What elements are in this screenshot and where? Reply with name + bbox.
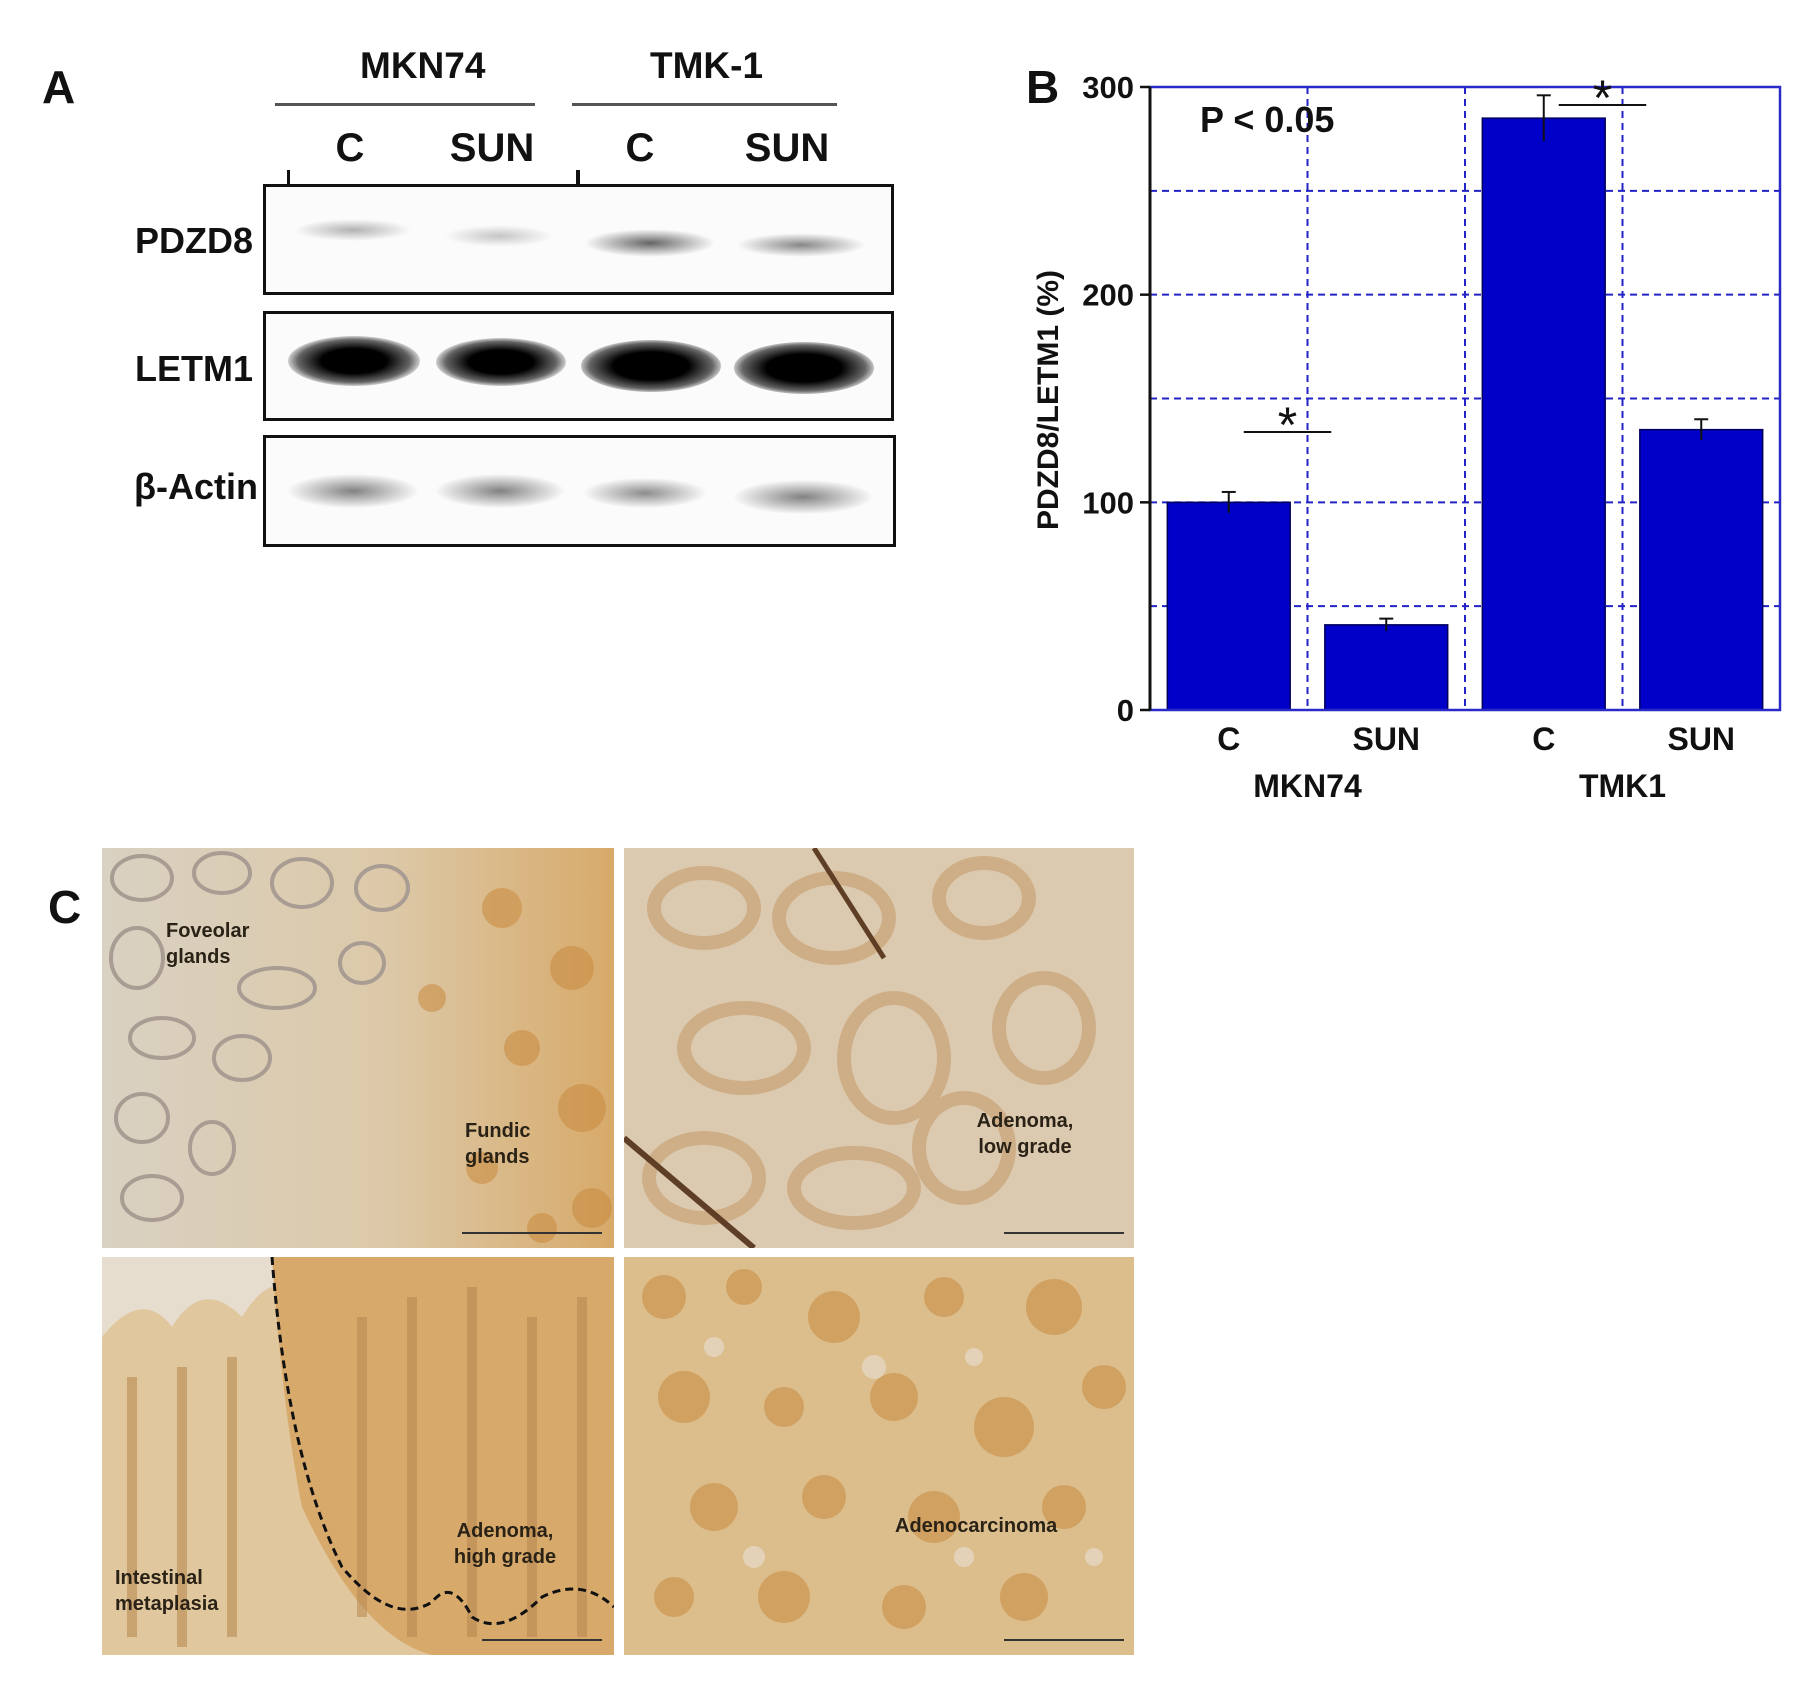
y-tick-label: 0	[1117, 693, 1134, 728]
group-line-mkn74	[275, 103, 535, 106]
blot-beta-actin	[263, 435, 896, 547]
group-label-tmk1: TMK-1	[650, 45, 764, 86]
blot-letm1	[263, 311, 894, 421]
blot-pdzd8	[263, 184, 894, 295]
x-category-label-2: C	[1532, 721, 1555, 757]
lane-tick-mid	[576, 170, 580, 196]
histo-label-fundic-glands: Fundic glands	[465, 1120, 531, 1168]
histology-image-adenoma-low-grade	[624, 848, 1134, 1248]
histology-image-metaplasia-adenoma-high-grade	[102, 1257, 614, 1655]
chart-p-value-annotation: P < 0.05	[1200, 99, 1334, 140]
chart-error-bars	[1221, 94, 1709, 632]
histo-label-foveolar-glands: Foveolar glands	[166, 920, 250, 968]
y-tick-label: 200	[1082, 278, 1134, 313]
band-pdzd8-mkn74-sun	[444, 225, 554, 247]
bar-3	[1639, 428, 1764, 711]
x-group-label-1: TMK1	[1579, 768, 1666, 804]
chart-frame	[1148, 85, 1782, 712]
band-actin-mkn74-c	[288, 474, 418, 508]
row-label-beta-actin: β-Actin	[134, 466, 258, 507]
bar-1	[1324, 624, 1449, 711]
band-actin-mkn74-sun	[436, 474, 564, 508]
y-tick-label: 100	[1082, 485, 1134, 520]
y-tick-label: 300	[1082, 70, 1134, 105]
lane-label-tmk1-sun: SUN	[744, 126, 830, 170]
lane-label-tmk1-c: C	[625, 126, 655, 170]
band-pdzd8-tmk1-c	[584, 229, 716, 257]
x-category-label-0: C	[1217, 721, 1240, 757]
histo-label-intestinal-metaplasia: Intestinal metaplasia	[115, 1567, 219, 1615]
x-category-label-3: SUN	[1667, 721, 1735, 757]
band-pdzd8-mkn74-c	[294, 219, 412, 241]
panel-a-letter: A	[42, 61, 76, 113]
lane-label-mkn74-sun: SUN	[449, 126, 535, 170]
lane-tick-left	[287, 170, 290, 184]
band-letm1-tmk1-sun	[734, 342, 874, 394]
group-label-mkn74: MKN74	[360, 45, 486, 86]
histology-image-foveolar-fundic	[102, 848, 614, 1248]
panel-b-letter: B	[1026, 61, 1060, 113]
chart-significance: **	[1243, 70, 1647, 453]
row-label-pdzd8: PDZD8	[134, 220, 253, 261]
bar-2	[1481, 117, 1606, 711]
histology-image-adenocarcinoma	[624, 1257, 1134, 1655]
x-group-label-0: MKN74	[1253, 768, 1362, 804]
band-letm1-mkn74-sun	[436, 338, 566, 386]
significance-star-0: *	[1278, 397, 1297, 453]
histo-label-adenocarcinoma: Adenocarcinoma	[895, 1515, 1058, 1537]
chart-x-labels: C SUN C SUN MKN74 TMK1	[1217, 721, 1735, 804]
group-line-tmk1	[572, 103, 837, 106]
band-pdzd8-tmk1-sun	[736, 233, 866, 257]
lane-label-mkn74-c: C	[335, 126, 365, 170]
band-letm1-tmk1-c	[581, 340, 721, 392]
histo-label-adenoma-high-grade: Adenoma, high grade	[453, 1520, 557, 1568]
bar-0	[1166, 501, 1291, 711]
band-actin-tmk1-sun	[734, 480, 872, 514]
histo-label-adenoma-low-grade: Adenoma, low grade	[976, 1110, 1074, 1158]
x-category-label-1: SUN	[1352, 721, 1420, 757]
band-actin-tmk1-c	[584, 478, 706, 508]
panel-c-letter: C	[48, 881, 82, 933]
band-letm1-mkn74-c	[288, 336, 420, 386]
chart-gridlines	[1150, 87, 1780, 710]
chart-y-axis-label: PDZD8/LETM1 (%)	[1032, 270, 1065, 530]
chart-y-ticks: 0 100 200 300	[1082, 70, 1150, 728]
significance-star-1: *	[1593, 70, 1612, 126]
row-label-letm1: LETM1	[134, 348, 253, 389]
